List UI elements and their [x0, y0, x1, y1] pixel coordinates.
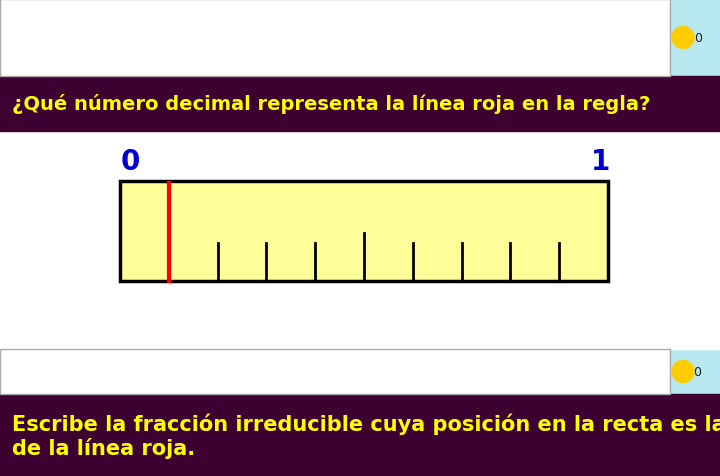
Text: 0: 0	[693, 365, 701, 378]
Text: 0: 0	[694, 32, 702, 45]
Bar	[0, 132, 720, 349]
Bar	[120, 182, 608, 281]
Circle shape	[672, 28, 694, 50]
Text: ¿Qué número decimal representa la línea roja en la regla?: ¿Qué número decimal representa la línea …	[12, 94, 650, 114]
Text: 1: 1	[590, 148, 610, 176]
Circle shape	[672, 361, 694, 383]
Bar	[0, 77, 720, 132]
Text: Escribe la fracción irreducible cuya posición en la recta es la
de la línea roja: Escribe la fracción irreducible cuya pos…	[12, 412, 720, 458]
Bar	[0, 0, 670, 77]
Text: 0: 0	[120, 148, 140, 176]
Bar	[0, 394, 720, 476]
Bar	[0, 349, 670, 394]
